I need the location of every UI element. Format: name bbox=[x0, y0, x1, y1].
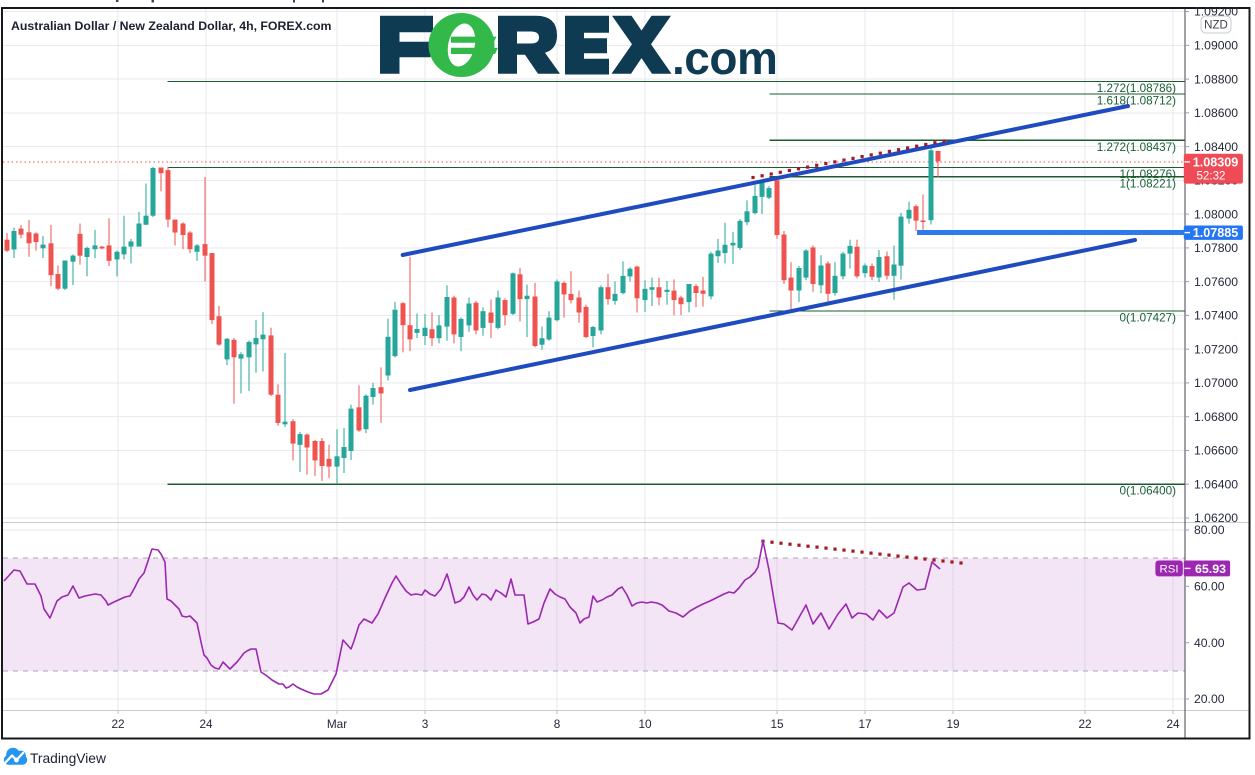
svg-text:1.06200: 1.06200 bbox=[1194, 511, 1238, 525]
svg-text:1.06400: 1.06400 bbox=[1194, 477, 1238, 491]
svg-text:1.07200: 1.07200 bbox=[1194, 342, 1238, 356]
svg-text:22: 22 bbox=[111, 717, 124, 731]
svg-text:65.93: 65.93 bbox=[1195, 562, 1226, 576]
svg-text:10: 10 bbox=[638, 717, 652, 731]
svg-text:1.618(1.08712): 1.618(1.08712) bbox=[1097, 94, 1176, 107]
svg-text:52:32: 52:32 bbox=[1196, 170, 1225, 183]
svg-text:15: 15 bbox=[770, 717, 784, 731]
svg-text:1.272(1.08786): 1.272(1.08786) bbox=[1097, 82, 1176, 95]
svg-text:1.08800: 1.08800 bbox=[1194, 72, 1238, 86]
svg-text:80.00: 80.00 bbox=[1194, 523, 1225, 537]
svg-text:3: 3 bbox=[422, 717, 429, 731]
svg-text:1.09200: 1.09200 bbox=[1194, 5, 1238, 19]
svg-text:Australian Dollar / New Zealan: Australian Dollar / New Zealand Dollar, … bbox=[11, 19, 332, 33]
svg-text:1(1.08221): 1(1.08221) bbox=[1119, 177, 1176, 190]
svg-text:1.08309: 1.08309 bbox=[1193, 155, 1239, 169]
svg-text:1.08400: 1.08400 bbox=[1194, 140, 1238, 154]
svg-text:1.07600: 1.07600 bbox=[1194, 275, 1238, 289]
svg-text:TradingView: TradingView bbox=[30, 751, 106, 766]
svg-text:1.08600: 1.08600 bbox=[1194, 106, 1238, 120]
svg-text:0(1.06400): 0(1.06400) bbox=[1119, 485, 1176, 498]
svg-text:24: 24 bbox=[199, 717, 213, 731]
svg-text:1.08000: 1.08000 bbox=[1194, 207, 1238, 221]
svg-text:8: 8 bbox=[554, 717, 561, 731]
svg-text:40.00: 40.00 bbox=[1194, 636, 1225, 650]
svg-text:RSI: RSI bbox=[1160, 564, 1179, 576]
svg-text:20.00: 20.00 bbox=[1194, 692, 1225, 706]
svg-text:22: 22 bbox=[1078, 717, 1091, 731]
svg-text:1.272(1.08437): 1.272(1.08437) bbox=[1097, 141, 1176, 154]
svg-text:0(1.07427): 0(1.07427) bbox=[1119, 311, 1176, 324]
svg-text:.com: .com bbox=[672, 32, 777, 84]
svg-text:1.07800: 1.07800 bbox=[1194, 241, 1238, 255]
svg-text:60.00: 60.00 bbox=[1194, 580, 1225, 594]
svg-text:1.07000: 1.07000 bbox=[1194, 376, 1238, 390]
svg-text:17: 17 bbox=[858, 717, 871, 731]
svg-text:1.09000: 1.09000 bbox=[1194, 39, 1238, 53]
svg-text:19: 19 bbox=[946, 717, 959, 731]
svg-text:1.07885: 1.07885 bbox=[1193, 226, 1239, 240]
svg-text:Mar: Mar bbox=[327, 717, 347, 731]
svg-text:1.07400: 1.07400 bbox=[1194, 309, 1238, 323]
svg-text:NZD: NZD bbox=[1204, 20, 1228, 32]
svg-text:1.06600: 1.06600 bbox=[1194, 444, 1238, 458]
svg-text:24: 24 bbox=[1166, 717, 1180, 731]
svg-text:1(1.08276): 1(1.08276) bbox=[1119, 168, 1176, 181]
svg-text:1.06800: 1.06800 bbox=[1194, 410, 1238, 424]
